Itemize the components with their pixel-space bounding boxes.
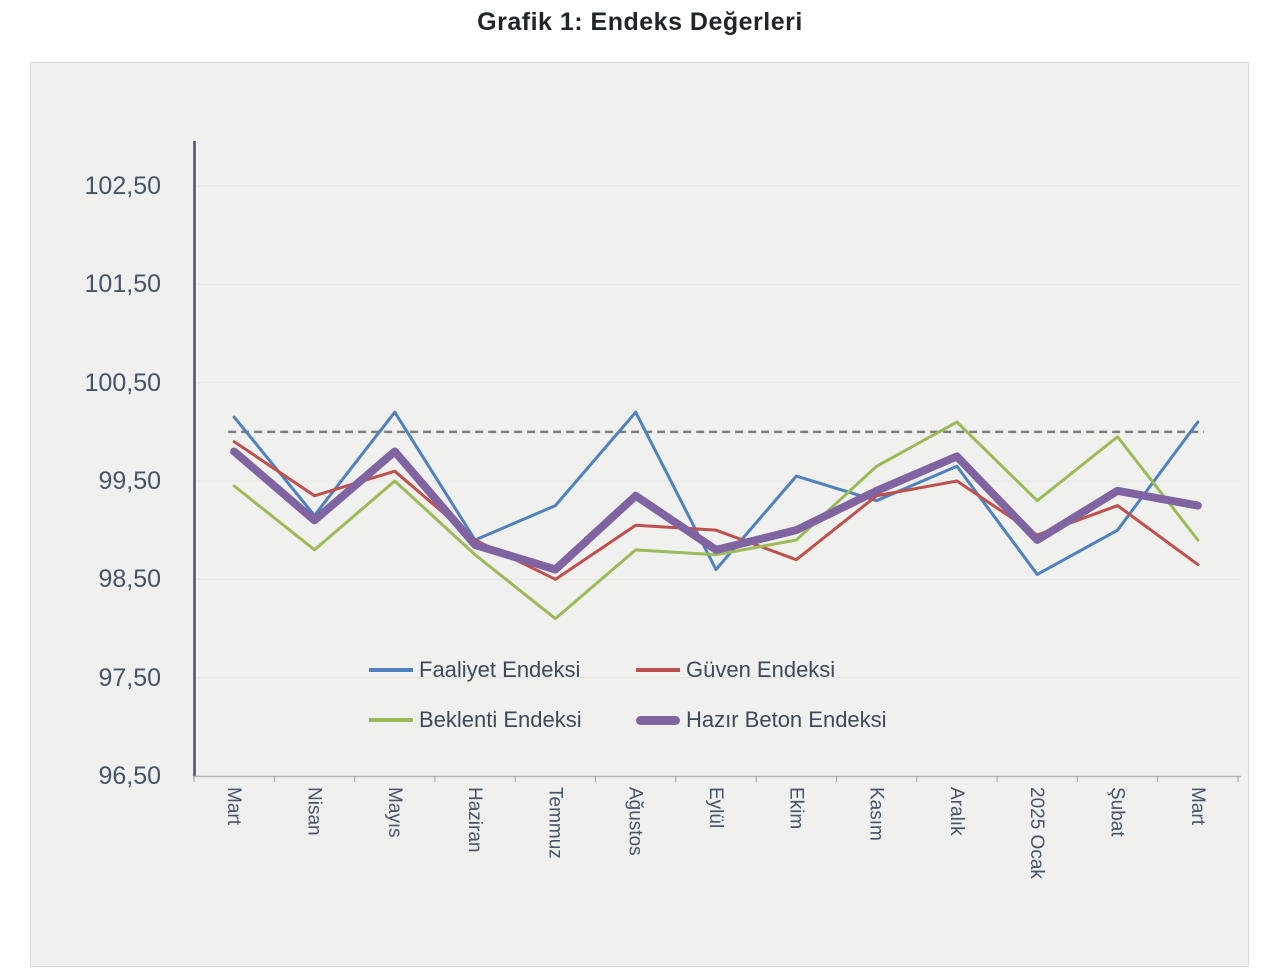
legend-swatch-beklenti <box>369 718 413 722</box>
x-axis-label: Aralık <box>945 787 967 836</box>
x-axis-label: Mart <box>1186 787 1208 825</box>
legend-swatch-faaliyet <box>369 668 413 672</box>
x-axis-label: Eylül <box>705 787 726 829</box>
legend-item-beklenti: Beklenti Endeksi <box>369 707 582 733</box>
legend-label-faaliyet: Faaliyet Endeksi <box>419 657 581 682</box>
y-axis-label: 96,50 <box>98 762 161 790</box>
y-axis-label: 102,50 <box>84 172 161 201</box>
x-axis-label: Mart <box>223 787 245 825</box>
x-axis-label: Ağustos <box>624 787 646 856</box>
chart-title: Grafik 1: Endeks Değerleri <box>477 8 803 36</box>
y-axis-label: 98,50 <box>98 565 161 594</box>
legend-label-guven: Güven Endeksi <box>686 657 836 682</box>
legend-label-beklenti: Beklenti Endeksi <box>419 707 582 732</box>
x-axis-label: Nisan <box>303 787 325 836</box>
y-axis-label: 97,50 <box>98 663 161 692</box>
y-axis-label: 101,50 <box>84 270 161 299</box>
x-axis-label: Temmuz <box>544 787 566 859</box>
series-line-3 <box>230 447 1202 574</box>
x-axis-label: Kasım <box>865 787 887 841</box>
y-axis-label: 99,50 <box>98 467 161 495</box>
series-line-2 <box>232 420 1200 621</box>
series-line-0 <box>232 410 1200 576</box>
legend-swatch-hazir-beton <box>636 715 680 725</box>
legend-item-faaliyet: Faaliyet Endeksi <box>369 657 580 683</box>
plot-area <box>193 141 1241 782</box>
legend-swatch-guven <box>636 668 680 672</box>
x-axis-label: Şubat <box>1106 787 1128 837</box>
y-axis-label: 100,50 <box>84 368 161 397</box>
x-axis-label: 2025 Ocak <box>1026 787 1048 879</box>
legend-label-hazir-beton: Hazır Beton Endeksi <box>686 707 887 732</box>
x-axis-label: Ekim <box>785 787 807 830</box>
chart-panel: 102,50 101,50 100,50 99,50 98,50 97,50 96,50 M… <box>30 62 1249 967</box>
legend-item-guven: Güven Endeksi <box>636 657 835 683</box>
x-axis-label: Mayıs <box>383 787 405 838</box>
legend-item-hazir-beton: Hazır Beton Endeksi <box>636 707 887 733</box>
x-axis-label: Haziran <box>464 787 486 853</box>
